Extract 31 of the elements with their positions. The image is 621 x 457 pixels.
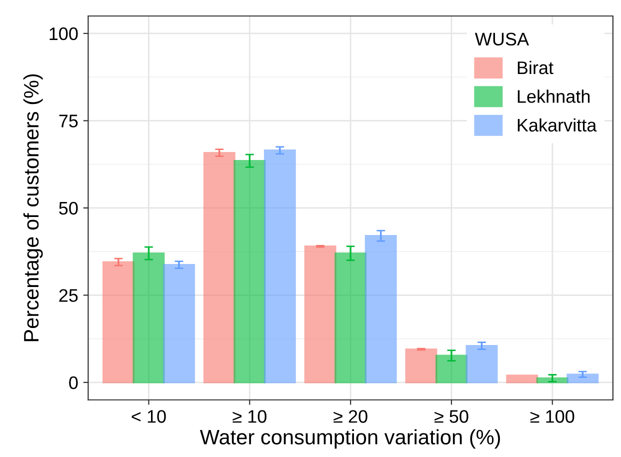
- bar: [405, 348, 438, 384]
- y-axis-title: Percentage of customers (%): [23, 74, 43, 342]
- x-tick-label: ≥ 20: [334, 410, 368, 423]
- x-tick-label: ≥ 50: [434, 410, 468, 423]
- legend-label: Kakarvitta: [518, 118, 597, 132]
- bar: [466, 344, 498, 384]
- bar: [163, 264, 195, 384]
- bar: [132, 252, 165, 384]
- y-tick-label: 0: [69, 376, 78, 390]
- y-tick-label: 50: [59, 202, 78, 215]
- bar: [435, 354, 468, 384]
- x-axis-title: Water consumption variation (%): [200, 429, 500, 449]
- legend-title: WUSA: [474, 32, 530, 46]
- x-tick-label: ≥ 100: [530, 410, 574, 423]
- y-tick-label: 100: [50, 27, 78, 40]
- legend-label: Lekhnath: [518, 90, 590, 103]
- y-tick-label: 25: [59, 289, 78, 302]
- bar: [203, 152, 236, 384]
- x-tick-label: ≥ 10: [232, 410, 266, 423]
- bar: [102, 261, 134, 384]
- bar: [364, 235, 397, 384]
- bar: [234, 160, 266, 384]
- bar: [264, 150, 296, 384]
- legend-label: Birat: [518, 60, 554, 74]
- bar: [334, 252, 367, 384]
- x-tick-label: < 10: [132, 410, 166, 423]
- bar: [536, 377, 568, 384]
- y-tick-label: 75: [59, 114, 78, 128]
- bar: [304, 245, 336, 384]
- bar: [566, 374, 599, 384]
- bar: [506, 374, 538, 384]
